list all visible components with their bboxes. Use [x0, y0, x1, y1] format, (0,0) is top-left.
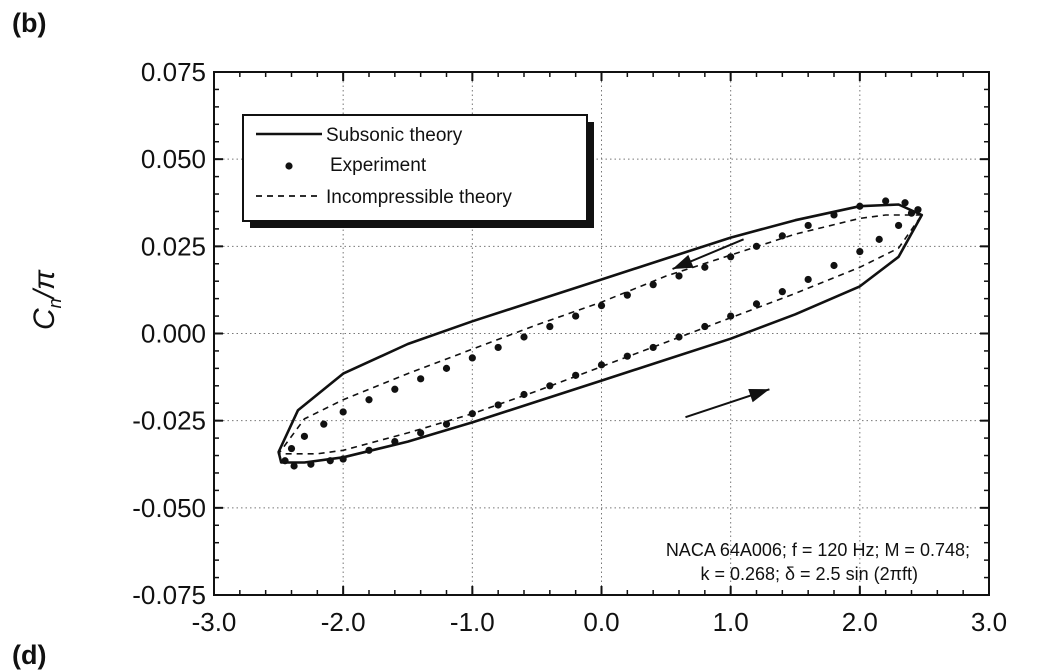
experiment-point [804, 275, 812, 284]
experiment-point [326, 457, 334, 465]
annotation-line-2: k = 0.268; δ = 2.5 sin (2πft) [700, 564, 918, 584]
experiment-point [365, 396, 373, 404]
experiment-point [365, 446, 373, 454]
y-tick-label: -0.075 [132, 580, 206, 610]
y-tick-label: -0.050 [132, 493, 206, 523]
axis-tick-labels: -3.0 -2.0 -1.0 0.0 1.0 2.0 3.0 0.075 0.050 0.025 0… [132, 57, 1007, 637]
experiment-point [856, 247, 864, 256]
incompressible-theory-line [277, 214, 923, 455]
legend-item-experiment: Experiment [330, 155, 427, 176]
legend-item-subsonic: Subsonic theory [326, 125, 463, 146]
direction-arrow-head [748, 388, 770, 403]
experiment-point [675, 272, 683, 280]
panel-label: (b) [12, 8, 47, 38]
y-tick-label: 0.075 [141, 57, 206, 87]
experiment-point [830, 261, 838, 270]
experiment-point [914, 206, 922, 214]
legend-marker-swatch [285, 162, 293, 170]
grid-lines [214, 72, 989, 595]
y-tick-label: 0.000 [141, 319, 206, 349]
x-tick-label: 1.0 [713, 607, 749, 637]
experiment-point [856, 202, 864, 210]
experiment-point [307, 460, 315, 468]
experiment-point [649, 343, 657, 352]
subsonic-theory-line [277, 203, 924, 464]
legend: Subsonic theory Experiment Incompressibl… [242, 114, 594, 228]
experiment-series [281, 197, 922, 470]
experiment-point [442, 420, 451, 428]
experiment-point [281, 457, 289, 465]
x-tick-label: -2.0 [321, 607, 366, 637]
arrows-layer [672, 238, 770, 419]
experiment-point [339, 455, 347, 463]
series-layer [277, 197, 924, 470]
experiment-point [546, 382, 554, 390]
experiment-point [520, 333, 528, 341]
axis-ticks [213, 71, 990, 596]
experiment-point [290, 462, 298, 470]
experiment-point [830, 211, 838, 219]
experiment-point [597, 302, 606, 310]
next-panel-label: (d) [12, 640, 47, 670]
experiment-point [320, 420, 328, 428]
experiment-point [701, 322, 709, 331]
experiment-point [623, 291, 631, 299]
annotation-line-1: NACA 64A006; f = 120 Hz; M = 0.748; [666, 540, 970, 560]
experiment-point [804, 221, 812, 230]
experiment-point [339, 408, 347, 416]
experiment-point [391, 385, 399, 393]
x-tick-label: 0.0 [583, 607, 619, 637]
direction-arrow-head [672, 254, 694, 269]
experiment-point [468, 354, 476, 362]
experiment-point [778, 232, 786, 240]
experiment-point [442, 364, 451, 372]
x-tick-label: 3.0 [971, 607, 1007, 637]
experiment-point [882, 197, 890, 205]
x-tick-label: -1.0 [450, 607, 495, 637]
legend-item-incompressible: Incompressible theory [326, 187, 512, 208]
experiment-point [494, 343, 502, 352]
experiment-point [572, 312, 580, 320]
experiment-point [546, 322, 554, 331]
experiment-point [417, 429, 425, 437]
experiment-point [287, 444, 296, 453]
experiment-point [901, 199, 909, 207]
experiment-point [875, 235, 883, 243]
y-tick-label: 0.025 [141, 231, 206, 261]
legend-box [242, 114, 588, 222]
experiment-point [494, 401, 502, 409]
experiment-point [752, 300, 761, 308]
experiment-point [894, 221, 903, 230]
experiment-point [391, 437, 399, 446]
y-tick-label: -0.025 [132, 406, 206, 436]
x-tick-label: -3.0 [192, 607, 237, 637]
experiment-point [417, 375, 425, 383]
experiment-point [701, 263, 709, 271]
experiment-point [727, 253, 735, 261]
y-tick-label: 0.050 [141, 144, 206, 174]
experiment-point [300, 432, 309, 440]
experiment-point [778, 288, 786, 296]
experiment-point [649, 281, 657, 289]
x-tick-label: 2.0 [842, 607, 878, 637]
